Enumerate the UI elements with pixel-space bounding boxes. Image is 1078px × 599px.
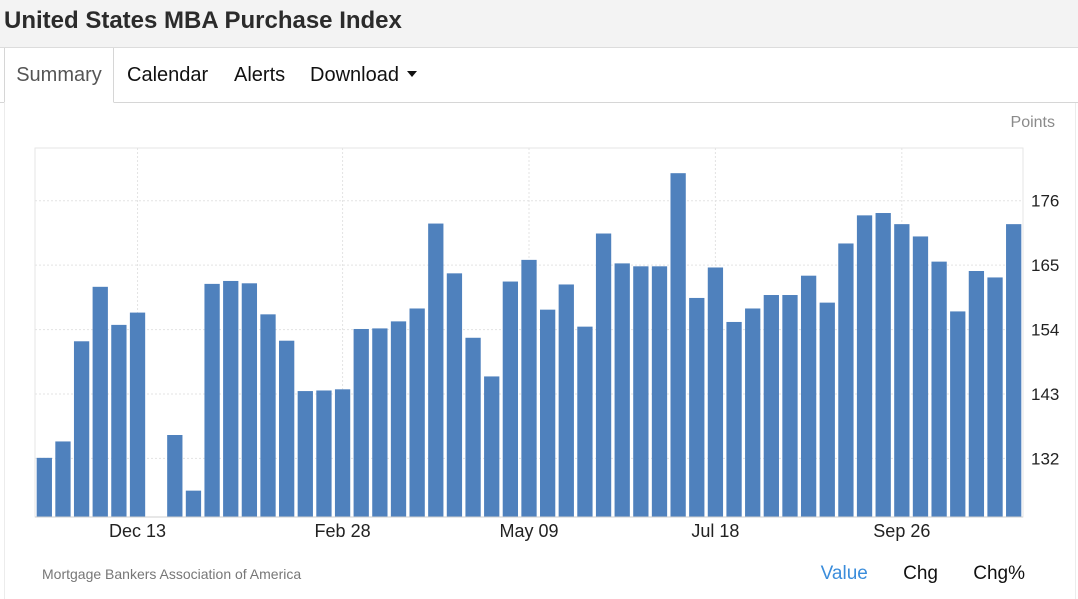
bar (92, 286, 108, 517)
tab-download[interactable]: Download (310, 48, 417, 102)
view-toggles: Value Chg Chg% (791, 563, 1025, 585)
bar (390, 321, 407, 517)
toggle-chg-pct[interactable]: Chg% (973, 563, 1025, 584)
bar (55, 441, 71, 517)
x-tick-label: Feb 28 (315, 521, 371, 541)
bar-chart: 132 143 154 165 176 Dec 13 Feb 28 May 09 Jul 18 S… (34, 147, 1059, 541)
bar (241, 283, 258, 517)
bar (745, 308, 761, 517)
bar (707, 267, 724, 517)
toggle-value[interactable]: Value (820, 563, 868, 584)
bar (167, 435, 183, 517)
bar (204, 283, 220, 517)
tab-summary[interactable]: Summary (4, 48, 114, 103)
x-tick-label: Dec 13 (109, 521, 166, 541)
bar (558, 284, 574, 517)
tab-alerts[interactable]: Alerts (234, 64, 286, 86)
bar (502, 281, 519, 517)
bar (316, 390, 332, 517)
bar (577, 326, 593, 517)
bar (763, 295, 779, 517)
bar (446, 273, 463, 517)
bar (36, 457, 52, 517)
bar (372, 328, 388, 517)
bar (633, 266, 649, 517)
bar (912, 236, 929, 517)
page-title: United States MBA Purchase Index (4, 7, 402, 34)
y-axis-unit-label: Points (1010, 114, 1055, 131)
x-tick-label: Sep 26 (873, 521, 930, 541)
bar (987, 277, 1003, 517)
bar (539, 309, 556, 517)
y-tick-label: 176 (1031, 192, 1059, 211)
bar (223, 280, 239, 517)
bar (595, 233, 612, 517)
x-tick-label: Jul 18 (691, 521, 739, 541)
bar (875, 213, 891, 517)
bar (670, 173, 686, 517)
y-tick-label: 165 (1031, 256, 1059, 275)
bar (465, 337, 481, 517)
tab-download-label: Download (310, 64, 399, 86)
bar (353, 328, 369, 517)
bar (279, 340, 295, 517)
bar (409, 308, 425, 517)
tab-calendar[interactable]: Calendar (127, 64, 209, 86)
bar (260, 314, 276, 517)
bar (689, 297, 705, 517)
bar (1006, 224, 1022, 517)
bar (428, 223, 444, 518)
bar (856, 215, 873, 517)
x-tick-label: May 09 (499, 521, 558, 541)
bar (950, 311, 966, 517)
tab-bar: Summary Calendar Alerts Download (0, 48, 1078, 103)
bar (800, 275, 817, 517)
bar (111, 324, 127, 517)
bar (334, 389, 351, 517)
caret-down-icon (406, 70, 417, 77)
bar (894, 224, 910, 517)
bar (931, 261, 947, 517)
bar (968, 271, 985, 517)
bar (185, 490, 202, 517)
y-tick-label: 132 (1031, 449, 1059, 468)
source-text: Mortgage Bankers Association of America (42, 566, 302, 582)
toggle-chg[interactable]: Chg (903, 563, 938, 584)
bar (819, 302, 835, 517)
bar (73, 341, 90, 517)
bar (614, 263, 630, 517)
y-tick-label: 154 (1031, 321, 1059, 340)
chart-panel: Points 132 143 154 165 176 Dec 13 Feb 28 May 09… (4, 103, 1076, 599)
y-tick-label: 143 (1031, 385, 1059, 404)
bar (297, 391, 313, 517)
bar (726, 321, 742, 517)
bar (129, 312, 146, 517)
bar (838, 243, 854, 517)
title-bar: United States MBA Purchase Index (0, 0, 1078, 48)
bar (782, 295, 798, 517)
bar (651, 266, 668, 517)
bar (484, 376, 500, 517)
bar (521, 259, 537, 517)
